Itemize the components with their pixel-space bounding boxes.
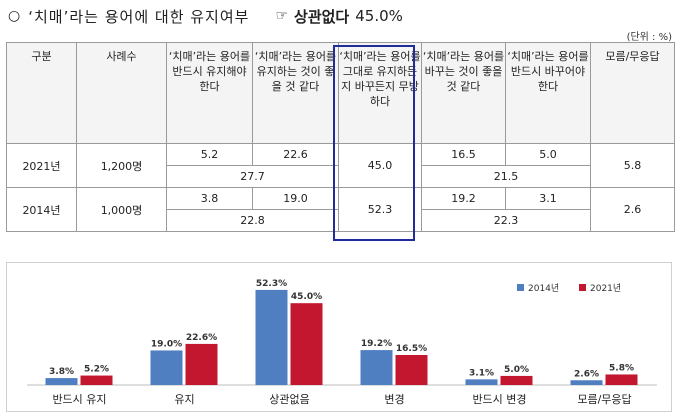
cell-2021-keep-total: 27.7 <box>166 165 339 188</box>
cell-2021-no-response: 5.8 <box>590 143 675 188</box>
header-better-change: ‘치매’라는 용어를 바꾸는 것이 좋을 것 같다 <box>421 42 506 144</box>
bar-2021 <box>500 375 533 385</box>
legend-swatch <box>579 284 586 291</box>
cell-2021-must-keep: 5.2 <box>166 143 253 166</box>
bar-2014 <box>360 350 393 385</box>
bar-value-label: 45.0% <box>291 292 322 302</box>
row-2014-sample: 1,000명 <box>76 187 167 232</box>
bar-value-label: 22.6% <box>186 333 217 343</box>
cell-2021-change-total: 21.5 <box>421 165 591 188</box>
heading-bullet: ○ <box>8 8 21 24</box>
cell-2021-better-change: 16.5 <box>421 143 506 166</box>
bar-value-label: 5.0% <box>504 365 529 375</box>
category-label: 변경 <box>384 393 404 406</box>
bar-2021 <box>395 355 428 385</box>
cell-2014-change-total: 22.3 <box>421 209 591 232</box>
table-header-row: 구분 사례수 ‘치매’라는 용어를 반드시 유지해야 한다 ‘치매’라는 용어를… <box>6 42 675 144</box>
category-label: 모름/무응답 <box>577 393 631 406</box>
cell-2014-no-matter: 52.3 <box>338 187 422 232</box>
header-category: 구분 <box>6 42 77 144</box>
bar-value-label: 16.5% <box>396 344 427 354</box>
cell-2014-better-keep: 19.0 <box>252 187 339 210</box>
header-sample-size: 사례수 <box>76 42 167 144</box>
page-heading: ○ ‘치매’라는 용어에 대한 유지여부 ☞ 상관없다 45.0% <box>8 4 668 28</box>
heading-question: ‘치매’라는 용어에 대한 유지여부 <box>28 7 250 26</box>
cell-2021-no-matter: 45.0 <box>338 143 422 188</box>
bar-value-label: 52.3% <box>256 279 287 289</box>
bar-value-label: 3.1% <box>469 368 494 378</box>
legend-label: 2021년 <box>590 283 621 294</box>
category-label: 반드시 변경 <box>472 393 526 406</box>
header-no-matter: ‘치매’라는 용어를 그대로 유지하든지 바꾸든지 무방하다 <box>338 42 422 144</box>
cell-2014-no-response: 2.6 <box>590 187 675 232</box>
heading-conclusion-value: 45.0% <box>355 7 403 25</box>
cell-2014-better-change: 19.2 <box>421 187 506 210</box>
survey-table: 구분 사례수 ‘치매’라는 용어를 반드시 유지해야 한다 ‘치매’라는 용어를… <box>6 42 675 232</box>
category-label: 상관없음 <box>269 393 309 406</box>
bar-2014 <box>255 289 288 385</box>
legend-swatch <box>517 284 524 291</box>
bar-value-label: 3.8% <box>49 367 74 377</box>
legend-label: 2014년 <box>528 283 559 294</box>
bar-2021 <box>80 375 113 385</box>
row-2014-year: 2014년 <box>6 187 77 232</box>
bar-2021 <box>185 343 218 385</box>
table-row: 2021년 1,200명 5.2 22.6 45.0 16.5 5.0 5.8 <box>6 143 675 188</box>
bar-value-label: 19.2% <box>361 339 392 349</box>
header-must-change: ‘치매’라는 용어를 반드시 바꾸어야 한다 <box>505 42 591 144</box>
bar-2014 <box>465 379 498 385</box>
table-row: 22.8 22.3 <box>7 209 675 232</box>
row-2021-year: 2021년 <box>6 143 77 188</box>
cell-2014-must-keep: 3.8 <box>166 187 253 210</box>
bar-2014 <box>150 350 183 385</box>
bar-value-label: 5.8% <box>609 363 634 373</box>
category-label: 유지 <box>174 393 194 406</box>
cell-2014-must-change: 3.1 <box>505 187 591 210</box>
heading-conclusion-label: 상관없다 <box>294 7 350 26</box>
bar-2021 <box>290 303 323 385</box>
bar-2014 <box>45 378 78 385</box>
bar-2021 <box>605 374 638 385</box>
bar-chart-panel: 3.8% 5.2% 반드시 유지 19.0% 22.6% 유지 52.3% 45.0% 상관없음… <box>6 262 672 412</box>
bar-value-label: 5.2% <box>84 365 109 375</box>
bar-value-label: 2.6% <box>574 369 599 379</box>
header-no-response: 모름/무응답 <box>590 42 675 144</box>
cell-2021-better-keep: 22.6 <box>252 143 339 166</box>
unit-note: (단위 : %) <box>626 32 672 43</box>
header-must-keep: ‘치매’라는 용어를 반드시 유지해야 한다 <box>166 42 253 144</box>
category-label: 반드시 유지 <box>52 393 106 406</box>
header-better-keep: ‘치매’라는 용어를 유지하는 것이 좋을 것 같다 <box>252 42 339 144</box>
table-row: 2014년 1,000명 3.8 19.0 52.3 19.2 3.1 2.6 <box>6 187 675 232</box>
bar-chart: 3.8% 5.2% 반드시 유지 19.0% 22.6% 유지 52.3% 45.0% 상관없음… <box>27 279 657 406</box>
bar-2014 <box>570 380 603 385</box>
bar-value-label: 19.0% <box>151 339 182 349</box>
pointing-hand-icon: ☞ <box>275 8 289 24</box>
row-2021-sample: 1,200명 <box>76 143 167 188</box>
cell-2014-keep-total: 22.8 <box>166 209 339 232</box>
cell-2021-must-change: 5.0 <box>505 143 591 166</box>
